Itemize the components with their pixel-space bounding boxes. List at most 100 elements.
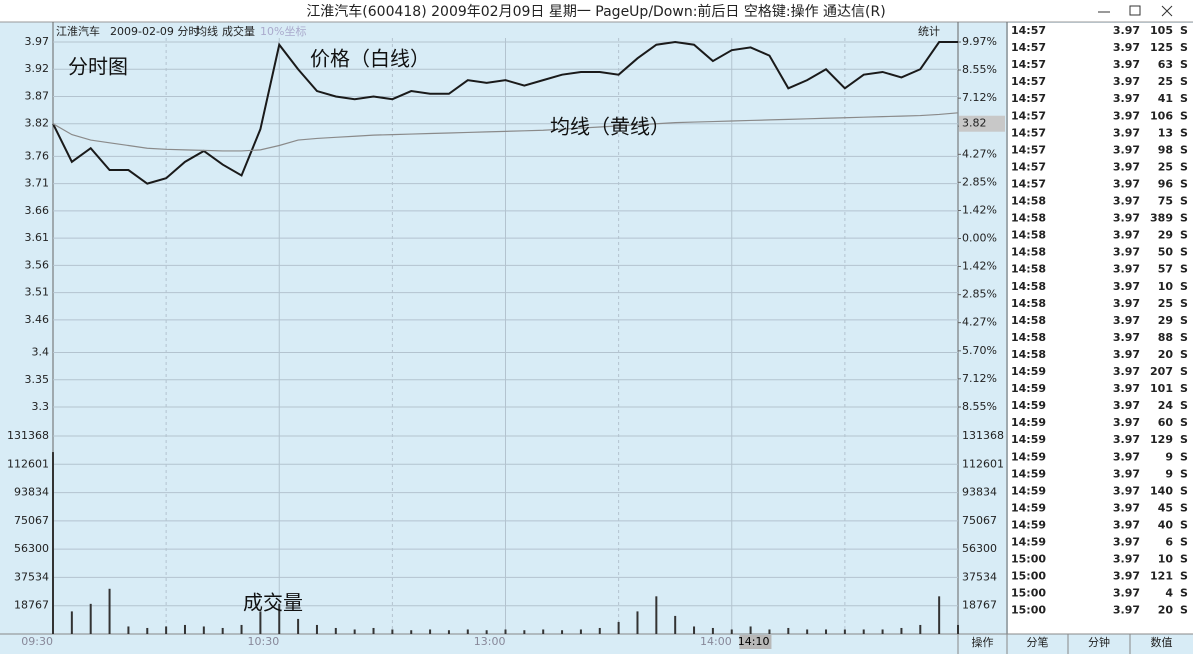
legend-avg: 均线	[196, 24, 218, 38]
scale-mode[interactable]: 10%坐标	[260, 24, 306, 38]
trade-price: 3.97	[1113, 297, 1140, 310]
trade-volume: 9	[1165, 467, 1173, 480]
volume-bar	[730, 629, 733, 634]
trade-volume: 389	[1150, 212, 1173, 225]
trade-volume: 121	[1150, 570, 1173, 583]
tab[interactable]: 操作	[972, 635, 994, 649]
y-tick-label: 3.97	[25, 35, 50, 48]
trade-time: 14:57	[1011, 24, 1046, 37]
volume-bar	[523, 630, 526, 634]
trade-time: 14:59	[1011, 416, 1046, 429]
trade-volume: 29	[1158, 229, 1173, 242]
trade-time: 14:58	[1011, 263, 1046, 276]
trade-side: S	[1180, 143, 1188, 156]
window-title: 江淮汽车(600418) 2009年02月09日 星期一 PageUp/Down…	[306, 3, 885, 20]
trade-volume: 98	[1158, 143, 1173, 156]
trade-side: S	[1180, 109, 1188, 122]
trade-time: 15:00	[1011, 587, 1046, 600]
trade-price: 3.97	[1113, 416, 1140, 429]
trade-volume: 96	[1158, 177, 1174, 190]
trade-side: S	[1180, 553, 1188, 566]
trade-side: S	[1180, 92, 1188, 105]
y-tick-label: 3.56	[25, 258, 50, 271]
y2-tick-label: 8.55%	[962, 400, 997, 413]
stats-button[interactable]: 统计	[918, 25, 940, 38]
trade-volume: 25	[1158, 160, 1173, 173]
y-tick-label-right: 131368	[962, 429, 1004, 442]
volume-bar	[787, 627, 790, 634]
trade-side: S	[1180, 433, 1188, 446]
trade-side: S	[1180, 314, 1188, 327]
trade-side: S	[1180, 177, 1188, 190]
volume-bar	[202, 626, 205, 634]
trade-side: S	[1180, 58, 1188, 71]
trade-volume: 105	[1150, 24, 1173, 37]
tab[interactable]: 分笔	[1027, 635, 1049, 649]
y-tick-label: 112601	[7, 457, 49, 470]
trade-volume: 75	[1158, 195, 1173, 208]
volume-bar	[768, 629, 771, 634]
volume-bar	[636, 611, 639, 634]
y2-tick-label: 4.27%	[962, 147, 997, 160]
title-bar	[0, 0, 1193, 22]
trade-volume: 29	[1158, 314, 1173, 327]
volume-bar	[655, 596, 658, 634]
annotation: 成交量	[243, 591, 303, 615]
trade-time: 15:00	[1011, 570, 1046, 583]
y-tick-label-right: 56300	[962, 542, 997, 555]
y2-tick-label: 1.42%	[962, 204, 997, 217]
y2-tick-label: 1.42%	[962, 259, 997, 272]
tab[interactable]: 数值	[1151, 636, 1173, 649]
trade-side: S	[1180, 297, 1188, 310]
trade-volume: 57	[1158, 263, 1173, 276]
volume-bar	[89, 603, 92, 634]
trade-volume: 20	[1158, 604, 1174, 617]
chart-mode: 2009-02-09 分时	[110, 25, 199, 38]
trade-side: S	[1180, 604, 1188, 617]
trade-time: 14:57	[1011, 143, 1046, 156]
trade-side: S	[1180, 536, 1188, 549]
volume-bar	[52, 452, 54, 634]
close-button[interactable]	[1161, 5, 1173, 17]
trade-volume: 101	[1150, 382, 1173, 395]
trade-volume: 129	[1150, 433, 1173, 446]
trade-time: 14:58	[1011, 348, 1046, 361]
volume-bar	[674, 615, 677, 634]
trade-side: S	[1180, 416, 1188, 429]
trade-price: 3.97	[1113, 348, 1140, 361]
trade-price: 3.97	[1113, 604, 1140, 617]
trade-volume: 88	[1158, 331, 1173, 344]
trade-side: S	[1180, 160, 1188, 173]
annotation: 分时图	[68, 55, 128, 79]
trade-volume: 140	[1150, 484, 1173, 497]
trade-side: S	[1180, 126, 1188, 139]
x-tick-label: 14:00	[700, 635, 732, 648]
price-marker: 3.82	[962, 117, 987, 130]
volume-bar	[240, 624, 243, 634]
trade-side: S	[1180, 365, 1188, 378]
trade-time: 14:59	[1011, 399, 1046, 412]
y-tick-label: 37534	[14, 570, 49, 583]
trade-side: S	[1180, 24, 1188, 37]
volume-bar	[749, 626, 752, 634]
restore-button[interactable]	[1129, 5, 1141, 16]
trade-price: 3.97	[1113, 212, 1140, 225]
y2-tick-label: 7.12%	[962, 372, 997, 385]
volume-bar	[127, 626, 130, 634]
volume-bar	[598, 627, 601, 634]
trade-volume: 6	[1165, 536, 1173, 549]
volume-bar	[297, 618, 300, 634]
trade-volume: 10	[1158, 553, 1174, 566]
volume-bar	[315, 624, 318, 634]
trade-price: 3.97	[1113, 399, 1140, 412]
trade-price: 3.97	[1113, 467, 1140, 480]
volume-bar	[900, 627, 903, 634]
trade-time: 15:00	[1011, 604, 1046, 617]
tab[interactable]: 分钟	[1088, 635, 1110, 649]
trade-side: S	[1180, 75, 1188, 88]
trade-price: 3.97	[1113, 518, 1140, 531]
trade-time: 14:57	[1011, 109, 1046, 122]
volume-bar	[108, 588, 111, 634]
trade-price: 3.97	[1113, 24, 1140, 37]
volume-bar	[806, 629, 809, 634]
